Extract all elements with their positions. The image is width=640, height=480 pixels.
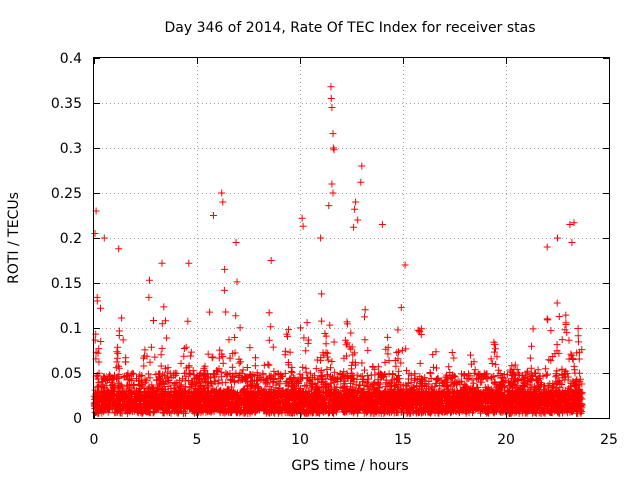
x-tick-label: 25 [600,432,618,448]
y-tick-labels: 0 0.05 0.1 0.15 0.2 0.25 0.3 0.35 0.4 [51,51,82,427]
y-tick-label: 0.4 [60,51,82,67]
y-tick-label: 0 [73,411,82,427]
y-tick-label: 0.3 [60,141,82,157]
x-tick-label: 20 [497,432,515,448]
y-axis-label: ROTI / TECUs [6,192,22,284]
grid-lines [94,58,609,418]
y-tick-label: 0.1 [60,321,82,337]
x-tick-labels: 0 5 10 15 20 25 [90,432,618,448]
x-tick-label: 5 [193,432,202,448]
y-tick-label: 0.15 [51,276,82,292]
x-axis-label: GPS time / hours [291,458,408,474]
plot-frame [93,57,610,419]
y-tick-label: 0.25 [51,186,82,202]
x-tick-label: 0 [90,432,99,448]
x-tick-label: 15 [394,432,412,448]
chart-title: Day 346 of 2014, Rate Of TEC Index for r… [164,20,535,36]
y-tick-label: 0.2 [60,231,82,247]
roti-marker-series [90,83,586,417]
data-points [90,83,586,417]
y-tick-label: 0.35 [51,96,82,112]
y-tick-label: 0.05 [51,366,82,382]
axis-ticks [94,58,610,419]
x-tick-label: 10 [291,432,309,448]
